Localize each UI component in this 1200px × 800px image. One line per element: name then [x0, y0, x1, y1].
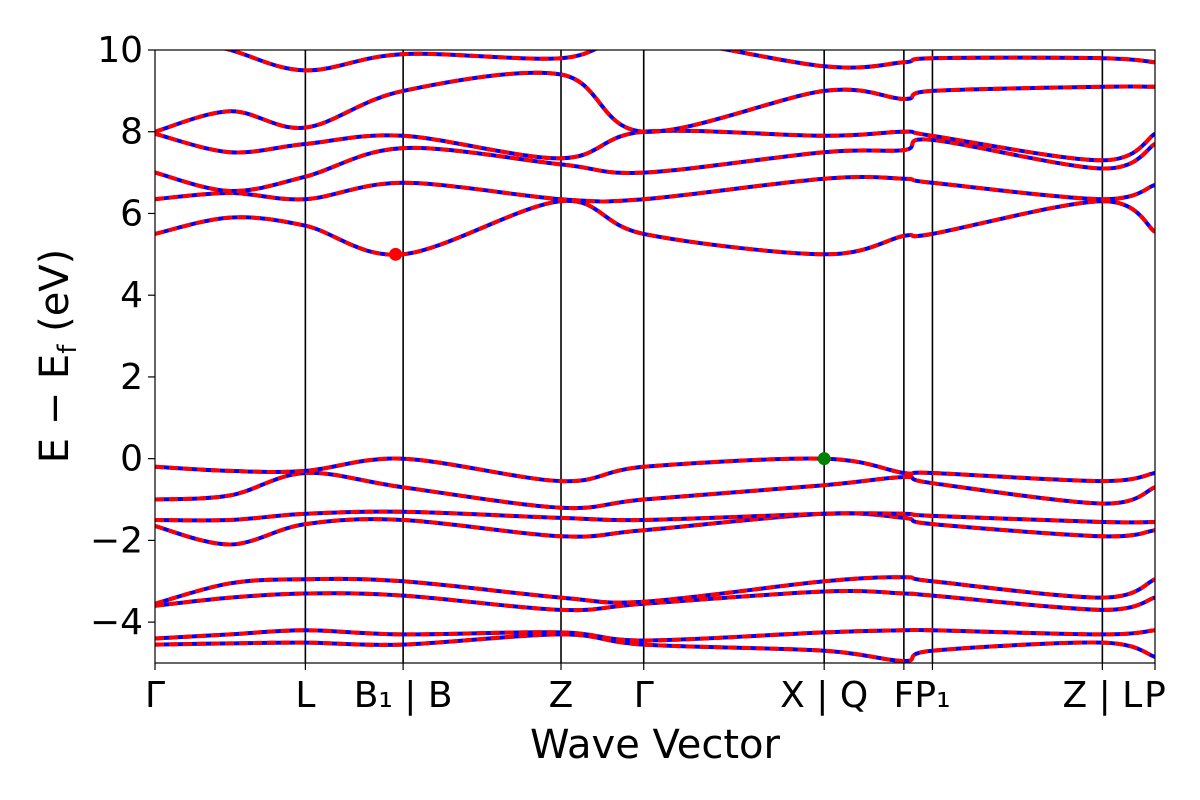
band-line-spin-up [155, 198, 1155, 257]
extrema-points [389, 247, 831, 466]
y-axis-title: E − Ef (eV) [32, 249, 83, 464]
x-tick-label: Γ [145, 675, 165, 716]
y-tick-label: 0 [120, 439, 143, 480]
x-tick-label: L [295, 675, 315, 716]
y-tick-label: 10 [97, 30, 143, 71]
band-line-spin-up [155, 509, 1155, 525]
band-line-spin-up [155, 470, 1155, 511]
band-line-spin-up [222, 50, 1155, 73]
x-tick-label: Γ [634, 675, 654, 716]
x-tick-label: P₁ [914, 675, 950, 716]
x-tick-label: X | Q [780, 675, 868, 716]
x-tick-label: Z [549, 675, 574, 716]
y-tick-label: −2 [90, 520, 143, 561]
y-tick-label: 6 [120, 193, 143, 234]
y-tick-label: −4 [90, 602, 143, 643]
band-line-spin-up [155, 70, 1155, 134]
y-tick-label: 8 [120, 112, 143, 153]
vbm-point [817, 452, 831, 466]
band-line-spin-up [155, 511, 1155, 547]
y-axis-title-subscript: f [53, 344, 83, 354]
band-line-spin-up [155, 456, 1155, 484]
band-line-spin-up [155, 627, 1155, 643]
bands-layer [155, 50, 1155, 663]
x-tick-label: B₁ | B [354, 675, 453, 716]
band-line-spin-up [155, 575, 1155, 606]
y-axis-ticks: −4 −2 0 2 4 6 8 10 [90, 30, 155, 643]
y-axis-title-main: E − E [32, 354, 78, 464]
y-tick-label: 2 [120, 357, 143, 398]
y-tick-label: 4 [120, 275, 143, 316]
x-tick-label: P [1144, 675, 1166, 716]
plot-background [155, 50, 1155, 663]
x-axis-title: Wave Vector [530, 722, 781, 768]
band-line-spin-up [155, 175, 1155, 204]
x-tick-label: F [894, 675, 915, 716]
plot-frame [154, 49, 1156, 664]
y-axis-title-unit: (eV) [32, 249, 78, 345]
band-line-spin-up [155, 137, 1155, 194]
high-symmetry-lines [304, 50, 1104, 663]
x-tick-label: Z | L [1063, 675, 1143, 716]
band-line-spin-down [155, 632, 1155, 663]
cbm-point [389, 247, 403, 261]
